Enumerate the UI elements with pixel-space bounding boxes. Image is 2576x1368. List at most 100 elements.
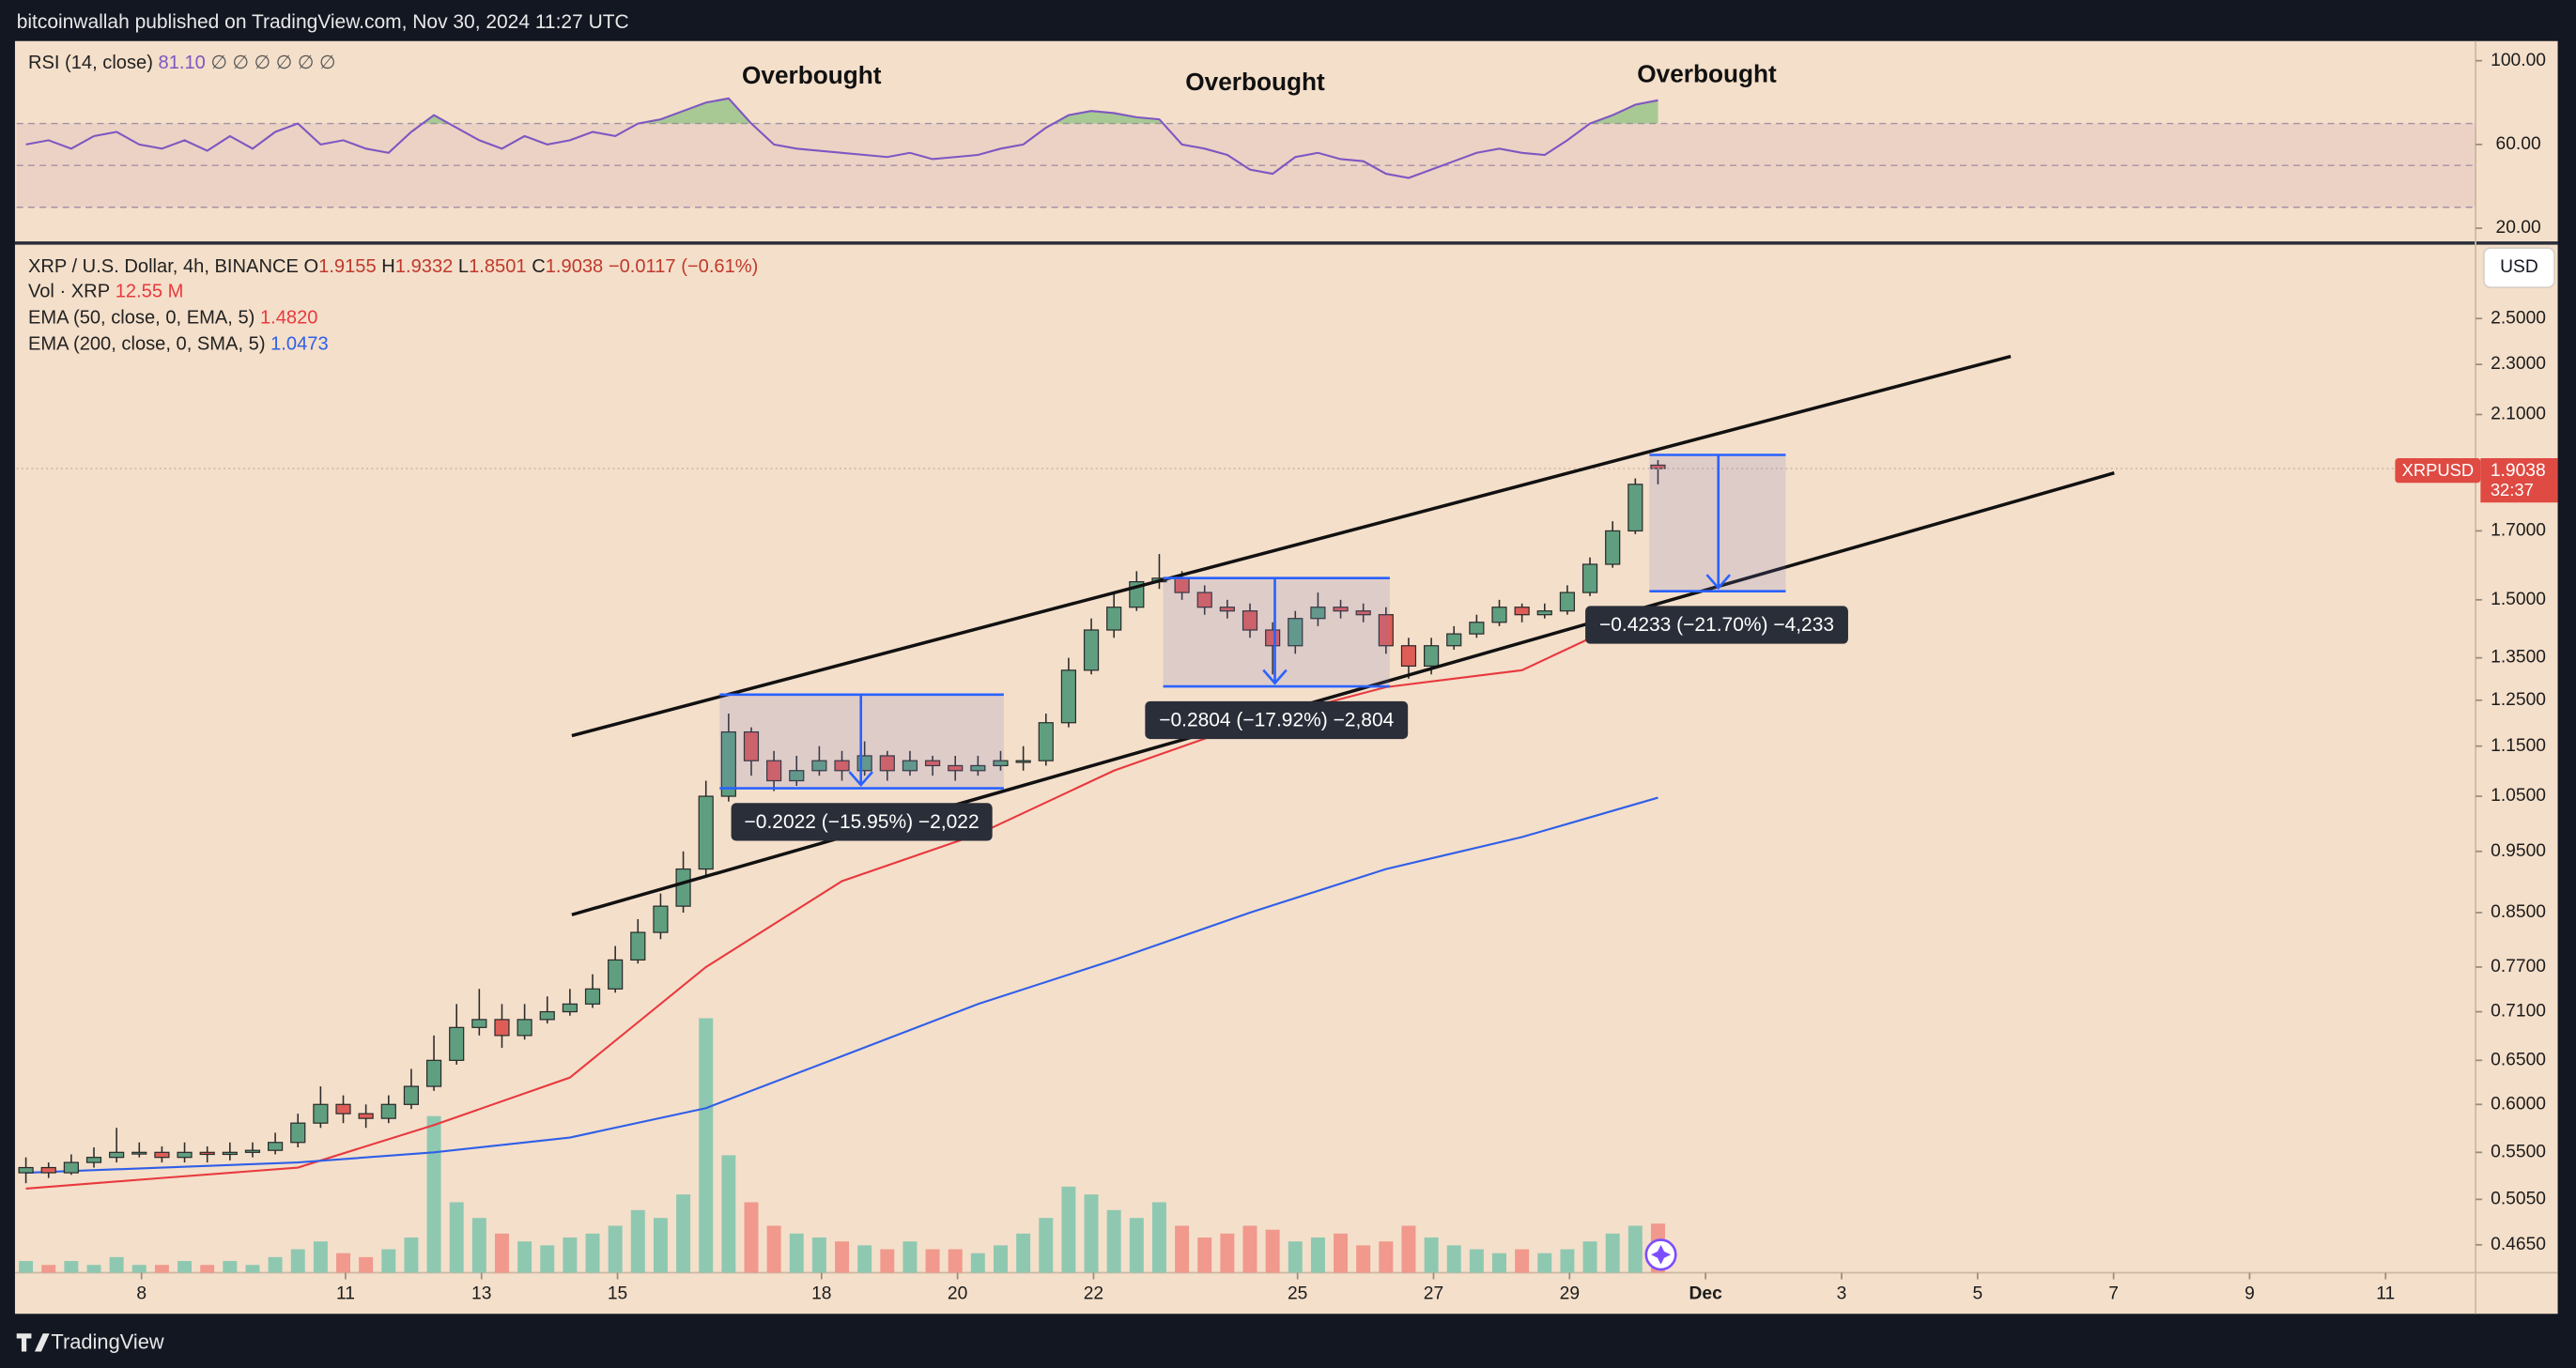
x-tick-label: 20	[948, 1283, 967, 1303]
y-tick-label: 60.00	[2496, 134, 2541, 154]
volume-bar	[41, 1265, 56, 1273]
volume-bar	[948, 1249, 963, 1273]
y-tick-label: 0.4650	[2491, 1235, 2546, 1254]
candle-body	[720, 730, 736, 797]
measure-arrow	[848, 694, 873, 788]
volume-bar	[585, 1233, 600, 1273]
volume-value: 12.55 M	[116, 282, 184, 302]
candle-body	[1491, 607, 1507, 623]
candle-body	[494, 1019, 510, 1037]
y-tick-label: 1.3500	[2491, 648, 2546, 668]
volume-bar	[359, 1256, 374, 1273]
y-tick-label: 1.0500	[2491, 786, 2546, 806]
candle-layer	[16, 460, 2476, 1184]
candle-body	[1424, 645, 1440, 668]
candle-body	[675, 868, 691, 907]
measure-label-box	[731, 803, 993, 841]
volume-bar	[86, 1265, 101, 1273]
volume-layer	[19, 1018, 1665, 1273]
channel-lower	[571, 471, 2115, 916]
candle-body	[1400, 645, 1417, 668]
candle-body	[1219, 607, 1235, 612]
annotation: Overbought	[1185, 68, 1325, 96]
volume-bar	[1084, 1194, 1099, 1273]
drawings: −0.2022 (−15.95%) −2,022 −0.2804 (−17.92…	[571, 354, 2115, 1271]
footer: TradingView	[16, 1330, 164, 1354]
symbol-legend: XRP / U.S. Dollar, 4h, BINANCE O1.9155 H…	[28, 256, 758, 277]
measure-label-box	[1145, 700, 1409, 740]
y-tick-label: 1.7000	[2491, 521, 2546, 541]
candle-body	[1536, 610, 1552, 616]
price-box	[2480, 457, 2558, 503]
price-value: 1.9038	[2491, 461, 2546, 481]
channel-upper	[571, 354, 2012, 738]
volume-bar	[653, 1218, 668, 1273]
volume-bar	[1401, 1225, 1416, 1273]
volume-bar	[744, 1202, 759, 1273]
rsi-line	[25, 97, 1658, 179]
volume-bar	[970, 1253, 985, 1273]
measure-arrow	[1705, 454, 1731, 591]
volume-bar	[1197, 1237, 1212, 1273]
y-tick-label: 0.6000	[2491, 1094, 2546, 1114]
candle-body	[177, 1151, 193, 1159]
currency-button[interactable]	[2482, 247, 2555, 288]
o-key: O	[304, 256, 319, 277]
candle-body	[154, 1151, 170, 1159]
y-tick-label: 0.7700	[2491, 957, 2546, 976]
volume-bar	[1424, 1237, 1439, 1273]
measure-box	[1163, 577, 1390, 687]
volume-bar	[19, 1261, 34, 1273]
rsi-name: RSI (14, close)	[28, 54, 153, 74]
y-tick-label: 0.5050	[2491, 1189, 2546, 1208]
rsi-extra: ∅ ∅ ∅ ∅ ∅ ∅	[210, 54, 335, 74]
x-tick-label: 8	[136, 1283, 147, 1303]
volume-bar	[857, 1245, 872, 1273]
candle-body	[109, 1151, 125, 1159]
volume-bar	[608, 1225, 623, 1273]
volume-bar	[1446, 1245, 1461, 1273]
y-tick-label: 0.7100	[2491, 1002, 2546, 1022]
volume-bar	[177, 1261, 193, 1273]
candle-body	[1265, 629, 1281, 647]
measure-label: −0.4233 (−21.70%) −4,233	[1599, 614, 1834, 636]
volume-bar	[471, 1218, 486, 1273]
volume-bar	[1106, 1209, 1121, 1273]
y-tick-label: 2.5000	[2491, 308, 2546, 328]
volume-bar	[563, 1237, 578, 1273]
candle-body	[199, 1151, 215, 1156]
volume-bar	[789, 1233, 804, 1273]
x-tick-label: 11	[2376, 1283, 2395, 1303]
rsi-pane: 100.00 60.00 20.00 Overbought Overbought Over…	[16, 51, 2546, 238]
volume-bar	[1242, 1225, 1257, 1273]
y-tick-label: 0.9500	[2491, 841, 2546, 861]
candle-body	[131, 1151, 147, 1155]
ema-line	[25, 796, 1658, 1175]
candle-body	[584, 988, 601, 1005]
volume-bar	[1310, 1237, 1325, 1273]
volume-bar	[154, 1265, 169, 1273]
change: −0.0117 (−0.61%)	[609, 256, 759, 277]
volume-bar	[1334, 1233, 1349, 1273]
ema200-value: 1.0473	[270, 334, 329, 355]
volume-bar	[1582, 1241, 1597, 1273]
y-tick-label: 2.1000	[2491, 405, 2546, 424]
volume-bar	[1151, 1202, 1166, 1273]
candle-body	[471, 1019, 487, 1028]
o-value: 1.9155	[318, 256, 377, 277]
candle-body	[85, 1157, 102, 1163]
price-symbol-box	[2395, 457, 2481, 484]
x-tick-label: 15	[608, 1283, 627, 1303]
x-tick-label: 9	[2244, 1283, 2255, 1303]
currency[interactable]: USD	[2500, 257, 2538, 277]
y-tick-label: 100.00	[2491, 51, 2546, 70]
candle-body	[244, 1149, 261, 1153]
candle-body	[902, 760, 918, 772]
rsi-legend: RSI (14, close) 81.10 ∅ ∅ ∅ ∅ ∅ ∅	[28, 54, 336, 74]
volume-bar	[766, 1225, 781, 1273]
volume-bar	[223, 1261, 238, 1273]
candle-body	[834, 760, 850, 772]
volume-bar	[1175, 1225, 1190, 1273]
volume-bar	[109, 1256, 124, 1273]
